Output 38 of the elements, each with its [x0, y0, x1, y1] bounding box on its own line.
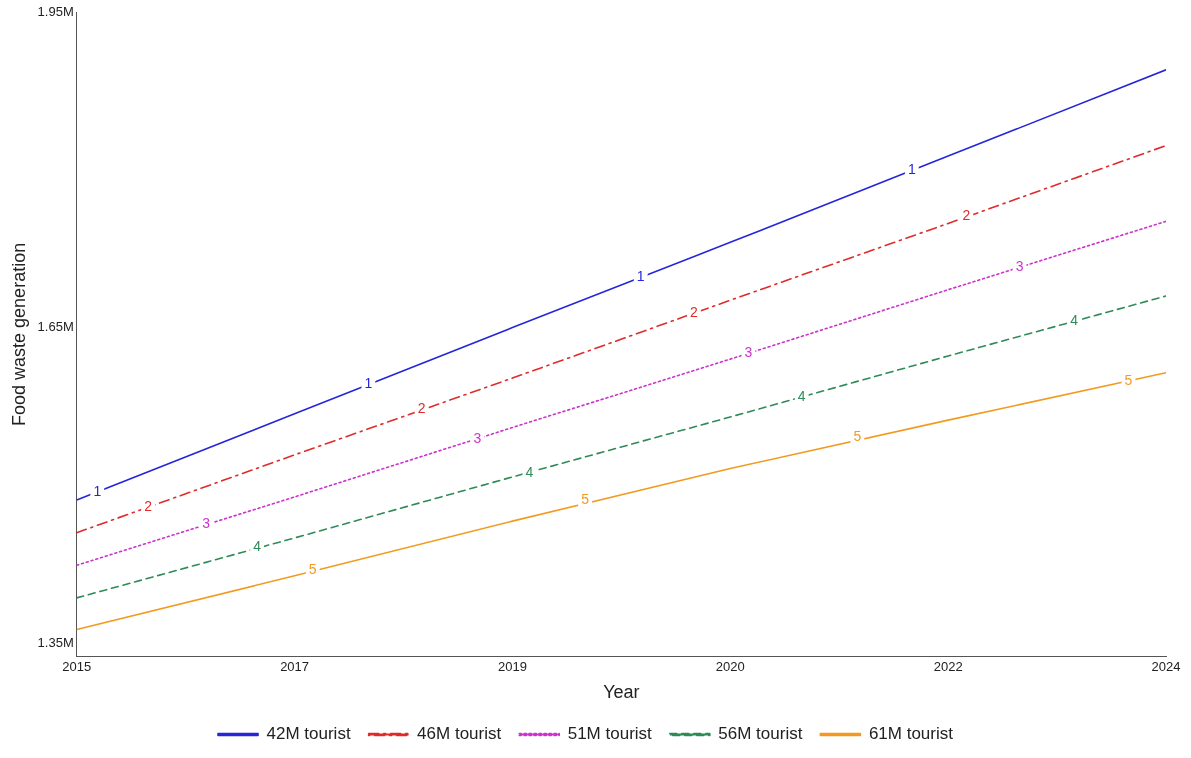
annotation: 1 [907, 160, 916, 177]
annotation: 1 [364, 375, 373, 392]
annotation: 5 [308, 561, 317, 578]
annotation: 3 [202, 515, 211, 532]
y-tick-label: 1.95M [37, 3, 74, 19]
annotation: 4 [525, 463, 534, 480]
annotation: 3 [744, 343, 753, 360]
x-tick-label: 2022 [933, 659, 963, 675]
legend-label: 61M tourist [868, 724, 954, 744]
annotation: 2 [962, 206, 971, 223]
annotation: 4 [1070, 312, 1079, 329]
annotation: 4 [797, 387, 806, 404]
line-series [76, 144, 1166, 534]
legend-label: 42M tourist [266, 724, 351, 744]
legend-label: 46M tourist [417, 724, 502, 744]
annotation: 5 [853, 427, 862, 444]
annotation: 3 [473, 429, 482, 446]
x-axis-title: Year [603, 682, 640, 703]
x-tick-label: 2015 [62, 659, 92, 675]
annotation: 2 [144, 498, 153, 515]
legend-label: 51M tourist [567, 724, 653, 744]
y-tick-label: 1.65M [37, 319, 74, 335]
annotation: 2 [690, 303, 699, 320]
annotation: 3 [1015, 258, 1024, 275]
x-tick-label: 2020 [715, 659, 745, 675]
annotation: 5 [1124, 372, 1133, 389]
line-series [76, 295, 1166, 599]
y-axis-title: Food waste generation [8, 242, 29, 426]
y-tick-label: 1.35M [37, 634, 74, 650]
annotation: 2 [417, 400, 426, 417]
x-tick-label: 2024 [1151, 659, 1181, 675]
x-tick-label: 2019 [497, 659, 527, 675]
x-tick-label: 2017 [280, 659, 310, 675]
annotation: 5 [581, 490, 590, 507]
annotation: 4 [253, 538, 262, 555]
annotation: 1 [93, 482, 102, 499]
annotation: 1 [636, 267, 645, 284]
legend-label: 56M tourist [718, 724, 803, 744]
